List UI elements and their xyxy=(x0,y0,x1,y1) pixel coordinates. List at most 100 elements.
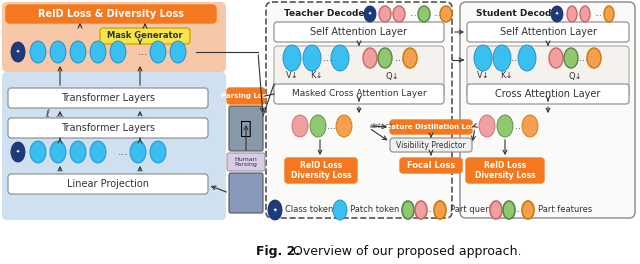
Text: ✦: ✦ xyxy=(368,12,372,16)
Ellipse shape xyxy=(331,45,349,71)
Ellipse shape xyxy=(474,45,492,71)
Text: Overview of our proposed approach.: Overview of our proposed approach. xyxy=(293,246,522,258)
Ellipse shape xyxy=(363,48,377,68)
FancyBboxPatch shape xyxy=(227,88,265,104)
FancyBboxPatch shape xyxy=(266,2,452,218)
Text: ✦: ✦ xyxy=(555,12,559,16)
Ellipse shape xyxy=(283,45,301,71)
Ellipse shape xyxy=(378,48,392,68)
Text: Q↓: Q↓ xyxy=(385,72,399,81)
Ellipse shape xyxy=(418,6,430,22)
Text: ...: ... xyxy=(394,53,403,63)
Ellipse shape xyxy=(393,6,405,22)
FancyBboxPatch shape xyxy=(467,46,629,98)
Ellipse shape xyxy=(567,6,577,22)
Text: K↓: K↓ xyxy=(310,72,323,81)
FancyBboxPatch shape xyxy=(227,153,265,171)
Text: Self Attention Layer: Self Attention Layer xyxy=(310,27,408,37)
Ellipse shape xyxy=(90,41,106,63)
Ellipse shape xyxy=(434,201,446,219)
Ellipse shape xyxy=(497,115,513,137)
Text: ✦: ✦ xyxy=(16,50,20,54)
FancyBboxPatch shape xyxy=(6,5,216,23)
FancyBboxPatch shape xyxy=(2,2,226,72)
Ellipse shape xyxy=(110,41,126,63)
FancyBboxPatch shape xyxy=(274,22,444,42)
Text: Mask Generator: Mask Generator xyxy=(107,31,183,40)
Ellipse shape xyxy=(11,142,25,162)
Text: Masked Cross Attention Layer: Masked Cross Attention Layer xyxy=(292,89,426,98)
Ellipse shape xyxy=(580,6,590,22)
Text: ...: ... xyxy=(594,10,602,18)
FancyBboxPatch shape xyxy=(274,46,444,98)
Text: V↓: V↓ xyxy=(477,72,490,81)
Text: Part queries: Part queries xyxy=(450,205,500,214)
Ellipse shape xyxy=(403,48,417,68)
Text: ...: ... xyxy=(579,53,589,63)
Ellipse shape xyxy=(170,41,186,63)
Ellipse shape xyxy=(604,6,614,22)
FancyBboxPatch shape xyxy=(467,84,629,104)
FancyBboxPatch shape xyxy=(8,88,208,108)
Ellipse shape xyxy=(268,200,282,220)
Text: $\ell$  ...: $\ell$ ... xyxy=(45,107,65,119)
Text: ...: ... xyxy=(511,53,520,63)
Text: ...: ... xyxy=(515,121,524,131)
Text: ...: ... xyxy=(138,47,148,57)
FancyBboxPatch shape xyxy=(390,120,472,134)
Text: Class token: Class token xyxy=(285,205,333,214)
FancyBboxPatch shape xyxy=(229,173,263,213)
Text: detach: detach xyxy=(370,123,394,129)
Text: V↓: V↓ xyxy=(285,72,298,81)
Text: 🔲: 🔲 xyxy=(240,119,252,138)
Text: ...: ... xyxy=(433,10,441,18)
Text: ...: ... xyxy=(409,10,417,18)
Ellipse shape xyxy=(50,141,66,163)
FancyBboxPatch shape xyxy=(229,106,263,151)
Ellipse shape xyxy=(490,201,502,219)
Ellipse shape xyxy=(564,48,578,68)
Text: ...: ... xyxy=(323,53,333,63)
Text: ReID Loss & Diversity Loss: ReID Loss & Diversity Loss xyxy=(38,9,184,19)
Ellipse shape xyxy=(522,115,538,137)
Ellipse shape xyxy=(379,6,391,22)
Ellipse shape xyxy=(402,201,414,219)
Ellipse shape xyxy=(50,41,66,63)
Text: Visibility Predictor: Visibility Predictor xyxy=(396,140,466,149)
Ellipse shape xyxy=(303,45,321,71)
Text: ReID Loss
Diversity Loss: ReID Loss Diversity Loss xyxy=(291,161,351,180)
Ellipse shape xyxy=(415,201,427,219)
Ellipse shape xyxy=(587,48,601,68)
Ellipse shape xyxy=(336,115,352,137)
FancyBboxPatch shape xyxy=(400,158,462,173)
Text: Feature Distillation Loss: Feature Distillation Loss xyxy=(383,124,479,130)
FancyBboxPatch shape xyxy=(460,2,635,218)
FancyBboxPatch shape xyxy=(2,72,226,220)
Ellipse shape xyxy=(70,41,86,63)
Text: Focal Loss: Focal Loss xyxy=(407,161,455,170)
FancyBboxPatch shape xyxy=(100,28,190,44)
Ellipse shape xyxy=(130,141,146,163)
Text: Fig. 2.: Fig. 2. xyxy=(256,246,300,258)
FancyBboxPatch shape xyxy=(8,174,208,194)
Text: Cross Attention Layer: Cross Attention Layer xyxy=(495,89,601,99)
Text: Parsing Loss: Parsing Loss xyxy=(221,93,271,99)
Text: Teacher Decoder: Teacher Decoder xyxy=(284,10,369,18)
Text: ...: ... xyxy=(118,147,129,157)
Ellipse shape xyxy=(150,41,166,63)
Ellipse shape xyxy=(292,115,308,137)
Ellipse shape xyxy=(440,6,452,22)
Ellipse shape xyxy=(11,42,25,62)
FancyBboxPatch shape xyxy=(467,22,629,42)
FancyBboxPatch shape xyxy=(8,118,208,138)
Text: Part features: Part features xyxy=(538,205,592,214)
Text: ..: .. xyxy=(515,205,520,214)
FancyBboxPatch shape xyxy=(274,84,444,104)
Ellipse shape xyxy=(364,6,376,22)
Ellipse shape xyxy=(30,141,46,163)
Text: Self Attention Layer: Self Attention Layer xyxy=(499,27,596,37)
Text: ..: .. xyxy=(428,205,433,214)
Ellipse shape xyxy=(310,115,326,137)
Text: Transformer Layers: Transformer Layers xyxy=(61,93,155,103)
Ellipse shape xyxy=(549,48,563,68)
